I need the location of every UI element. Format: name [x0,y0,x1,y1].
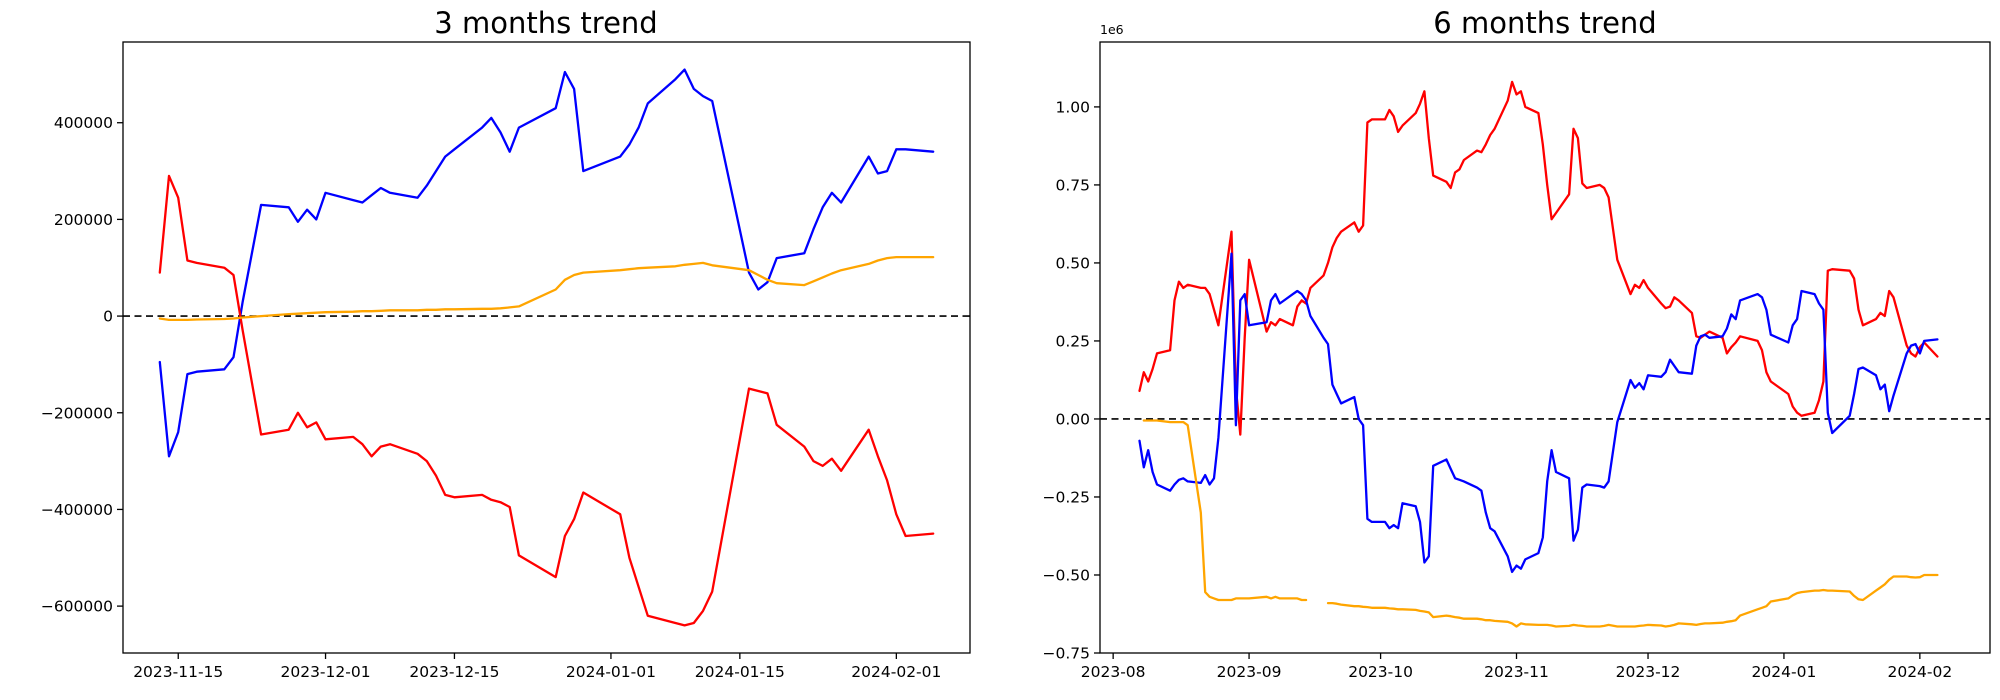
left-series-red [158,174,935,627]
right-chart: 6 months trend 1e6 1.00 0.75 0.50 0.25 0.00 −… [1043,6,1991,681]
y-axis-offset-label: 1e6 [1100,22,1124,37]
left-y-tick-label: −600000 [41,598,113,616]
left-chart: 3 months trend 400000 200000 0 −200000 −4000… [41,6,971,681]
right-y-tick-label: −0.75 [1043,645,1091,663]
left-y-tick-label: −200000 [41,404,113,422]
left-x-tick-label: 2024-02-01 [851,663,941,681]
left-y-tick-label: 0 [103,308,113,326]
left-x-tick-label: 2024-01-01 [566,663,656,681]
left-series-blue [158,68,935,458]
right-x-tick-label: 2024-01 [1752,663,1817,681]
right-y-tick-label: −0.25 [1043,488,1091,506]
right-axes-spines [1099,41,1991,654]
left-series-orange [158,255,935,322]
right-y-tick-label: 0.25 [1055,332,1090,350]
right-y-tick-label: 1.00 [1055,98,1090,116]
left-y-tick-label: −400000 [41,501,113,519]
left-x-tick-label: 2023-12-01 [280,663,370,681]
right-series-orange [1142,419,1939,628]
right-series-blue [1138,252,1939,574]
right-series-red [1138,80,1939,436]
right-x-tick-label: 2024-02 [1887,663,1952,681]
left-x-tick-label: 2024-01-15 [695,663,785,681]
right-x-tick-label: 2023-12 [1616,663,1681,681]
right-x-tick-label: 2023-11 [1484,663,1549,681]
left-chart-plot: 400000 200000 0 −200000 −400000 −600000 2023-1… [41,41,971,681]
right-y-tick-label: −0.50 [1043,566,1091,584]
left-x-tick-label: 2023-11-15 [133,663,223,681]
left-axes-spines [122,41,971,654]
right-x-tick-label: 2023-10 [1348,663,1413,681]
right-chart-plot: 1.000.750.500.250.00−0.25−0.50−0.752023-… [1043,41,1991,681]
right-chart-title: 6 months trend [1433,6,1656,40]
right-y-tick-label: 0.50 [1055,254,1090,272]
left-y-tick-label: 200000 [54,211,113,229]
right-x-tick-label: 2023-09 [1217,663,1282,681]
left-x-tick-label: 2023-12-15 [409,663,499,681]
right-y-tick-label: 0.75 [1055,176,1090,194]
right-x-tick-label: 2023-08 [1081,663,1146,681]
left-y-tick-label: 400000 [54,114,113,132]
left-chart-title: 3 months trend [434,6,657,40]
right-y-tick-label: 0.00 [1055,410,1090,428]
